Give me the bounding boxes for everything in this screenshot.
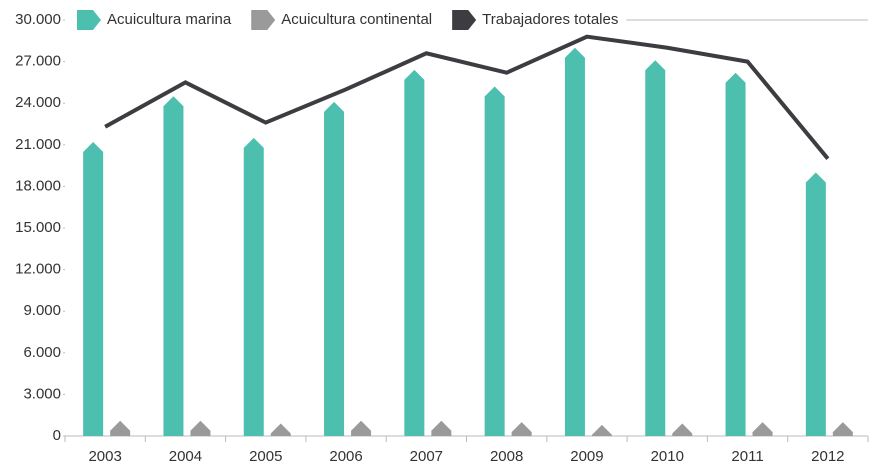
bar bbox=[725, 72, 746, 437]
x-tick-label: 2010 bbox=[651, 448, 684, 465]
x-tick-label: 2012 bbox=[811, 448, 844, 465]
bar bbox=[243, 137, 264, 436]
x-tick-label: 2005 bbox=[249, 448, 282, 465]
bar bbox=[270, 423, 291, 436]
x-tick-label: 2006 bbox=[329, 448, 362, 465]
y-tick-label: 12.000 bbox=[15, 261, 61, 278]
y-tick-label: 30.000 bbox=[15, 11, 61, 28]
bar bbox=[163, 96, 184, 437]
x-tick-label: 2008 bbox=[490, 448, 523, 465]
y-tick-label: 24.000 bbox=[15, 94, 61, 111]
y-tick-label: 21.000 bbox=[15, 136, 61, 153]
bar bbox=[805, 172, 826, 437]
bar bbox=[83, 142, 104, 436]
legend-label: Acuicultura continental bbox=[281, 11, 432, 28]
bar bbox=[351, 420, 372, 436]
y-tick-label: 0 bbox=[53, 427, 61, 444]
bar bbox=[832, 422, 853, 436]
bar bbox=[324, 101, 345, 437]
bar bbox=[564, 47, 585, 436]
bar bbox=[110, 420, 131, 436]
line bbox=[104, 34, 830, 160]
x-tick-label: 2011 bbox=[731, 448, 763, 465]
y-tick-label: 27.000 bbox=[15, 53, 61, 70]
legend-label: Trabajadores totales bbox=[482, 11, 618, 28]
y-tick-label: 15.000 bbox=[15, 219, 61, 236]
bar bbox=[591, 424, 612, 436]
bar bbox=[672, 423, 693, 436]
bar bbox=[431, 420, 452, 436]
legend-label: Acuicultura marina bbox=[107, 11, 232, 28]
bar bbox=[511, 422, 532, 436]
bar bbox=[645, 60, 666, 437]
y-tick-label: 18.000 bbox=[15, 177, 61, 194]
legend-marker bbox=[452, 10, 477, 30]
y-tick-label: 9.000 bbox=[23, 302, 61, 319]
legend-marker bbox=[77, 10, 101, 30]
y-tick-label: 6.000 bbox=[23, 344, 61, 361]
y-tick-label: 3.000 bbox=[23, 385, 61, 402]
bar bbox=[190, 420, 211, 436]
x-tick-label: 2003 bbox=[88, 448, 121, 465]
bar bbox=[484, 86, 505, 436]
x-tick-label: 2004 bbox=[169, 448, 202, 465]
x-tick-label: 2009 bbox=[570, 448, 603, 465]
bar bbox=[752, 422, 773, 436]
bar bbox=[404, 69, 425, 437]
x-tick-label: 2007 bbox=[410, 448, 443, 465]
legend-bg bbox=[73, 6, 627, 34]
legend-marker bbox=[251, 10, 276, 30]
